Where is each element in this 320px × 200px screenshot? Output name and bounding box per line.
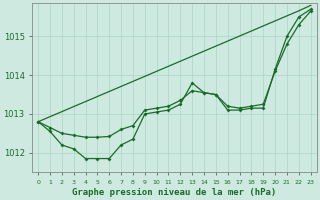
X-axis label: Graphe pression niveau de la mer (hPa): Graphe pression niveau de la mer (hPa) — [72, 188, 276, 197]
